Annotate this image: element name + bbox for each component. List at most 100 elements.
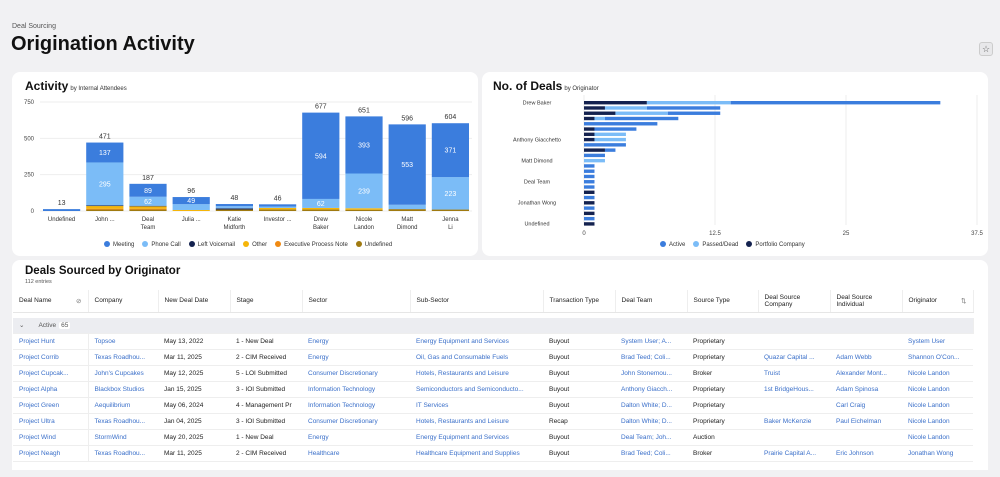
cell-sector[interactable]: Information Technology	[302, 397, 410, 414]
cell-deal-name[interactable]: Project Alpha	[13, 381, 89, 398]
legend-item[interactable]: Executive Process Note	[275, 241, 348, 248]
cell-deal-source-company[interactable]: Truist	[758, 365, 830, 382]
cell-sub-sector[interactable]: Energy Equipment and Services	[410, 429, 543, 446]
cell-company[interactable]: Aequilibrium	[88, 397, 158, 414]
legend-item[interactable]: Portfolio Company	[746, 241, 805, 248]
legend-item[interactable]: Undefined	[355, 241, 392, 248]
cell-deal-team[interactable]: John Stonemou...	[615, 365, 687, 382]
legend-label: Left Voicemail	[197, 242, 236, 248]
favorite-star-icon[interactable]: ☆	[979, 42, 993, 56]
cell-company[interactable]: Texas Roadhou...	[88, 445, 158, 462]
cell-sector[interactable]: Energy	[302, 429, 410, 446]
cell-deal-source-company[interactable]: Prairie Capital A...	[758, 445, 830, 462]
cell-sub-sector[interactable]: Healthcare Equipment and Supplies	[410, 445, 543, 462]
cell-deal-name[interactable]: Project Cupcak...	[13, 365, 89, 382]
sort-icon[interactable]: ⇅	[961, 297, 967, 305]
cell-deal-source-company[interactable]	[758, 429, 830, 446]
cell-originator[interactable]: Nicole Landon	[902, 429, 973, 446]
cell-sector[interactable]: Consumer Discretionary	[302, 365, 410, 382]
cell-company[interactable]: StormWind	[88, 429, 158, 446]
breadcrumb[interactable]: Deal Sourcing	[12, 23, 56, 30]
cell-deal-source-company[interactable]	[758, 397, 830, 414]
column-header[interactable]: Stage	[230, 290, 303, 313]
column-header[interactable]: New Deal Date	[158, 290, 231, 313]
column-header[interactable]: Originator ⇅	[902, 290, 974, 313]
cell-deal-team[interactable]: Dalton White; D...	[615, 413, 687, 430]
cell-deal-team[interactable]: Dalton White; D...	[615, 397, 687, 414]
cell-company[interactable]: John's Cupcakes	[88, 365, 158, 382]
table-row[interactable]: Project Wind StormWind May 20, 2025 1 - New…	[13, 429, 973, 446]
cell-deal-source-company[interactable]	[758, 333, 830, 350]
table-row[interactable]: Project Hunt Topsoe May 13, 2022 1 - New De…	[13, 333, 973, 350]
cell-sub-sector[interactable]: IT Services	[410, 397, 543, 414]
cell-deal-source-individual[interactable]: Adam Webb	[830, 349, 902, 366]
cell-deal-source-company[interactable]: Baker McKenzie	[758, 413, 830, 430]
cell-originator[interactable]: Jonathan Wong	[902, 445, 973, 462]
legend-item[interactable]: Meeting	[104, 241, 134, 248]
column-header[interactable]: Transaction Type	[543, 290, 616, 313]
column-header[interactable]: Sub-Sector	[410, 290, 544, 313]
table-row[interactable]: Project Cupcak... John's Cupcakes May 12, …	[13, 365, 973, 382]
cell-deal-team[interactable]: System User; A...	[615, 333, 687, 350]
cell-deal-name[interactable]: Project Green	[13, 397, 89, 414]
legend-item[interactable]: Left Voicemail	[188, 241, 236, 248]
cell-deal-source-individual[interactable]: Paul Eichelman	[830, 413, 902, 430]
cell-deal-source-company[interactable]: 1st BridgeHous...	[758, 381, 830, 398]
cell-deal-source-individual[interactable]: Alexander Mont...	[830, 365, 902, 382]
cell-sector[interactable]: Consumer Discretionary	[302, 413, 410, 430]
legend-item[interactable]: Phone Call	[142, 241, 181, 248]
legend-item[interactable]: Active	[660, 241, 685, 248]
cell-deal-name[interactable]: Project Ultra	[13, 413, 89, 430]
cell-deal-source-individual[interactable]: Eric Johnson	[830, 445, 902, 462]
column-header[interactable]: Deal Source Company	[758, 290, 831, 313]
group-row-active[interactable]: ⌄ Active 65	[13, 318, 974, 334]
cell-sub-sector[interactable]: Oil, Gas and Consumable Fuels	[410, 349, 543, 366]
cell-deal-source-individual[interactable]	[830, 429, 902, 446]
cell-deal-team[interactable]: Deal Team; Joh...	[615, 429, 687, 446]
cell-originator[interactable]: Shannon O'Con...	[902, 349, 973, 366]
cell-sector[interactable]: Healthcare	[302, 445, 410, 462]
cell-sub-sector[interactable]: Hotels, Restaurants and Leisure	[410, 365, 543, 382]
column-header[interactable]: Deal Name ⊘	[13, 290, 89, 313]
table-row[interactable]: Project Green Aequilibrium May 06, 2024 4 -…	[13, 397, 973, 414]
cell-deal-source-individual[interactable]: Adam Spinosa	[830, 381, 902, 398]
cell-deal-source-individual[interactable]: Carl Craig	[830, 397, 902, 414]
cell-sub-sector[interactable]: Semiconductors and Semiconducto...	[410, 381, 543, 398]
cell-originator[interactable]: Nicole Landon	[902, 365, 973, 382]
cell-sub-sector[interactable]: Energy Equipment and Services	[410, 333, 543, 350]
table-row[interactable]: Project Ultra Texas Roadhou... Jan 04, 202…	[13, 413, 973, 430]
table-row[interactable]: Project Neagh Texas Roadhou... Mar 11, 202…	[13, 445, 973, 462]
cell-sector[interactable]: Information Technology	[302, 381, 410, 398]
cell-company[interactable]: Blackbox Studios	[88, 381, 158, 398]
cell-originator[interactable]: System User	[902, 333, 973, 350]
cell-deal-team[interactable]: Brad Teed; Coli...	[615, 349, 687, 366]
column-header[interactable]: Source Type	[687, 290, 759, 313]
cell-sub-sector[interactable]: Hotels, Restaurants and Leisure	[410, 413, 543, 430]
table-row[interactable]: Project Alpha Blackbox Studios Jan 15, 202…	[13, 381, 973, 398]
column-header[interactable]: Sector	[302, 290, 411, 313]
cell-deal-team[interactable]: Anthony Giacch...	[615, 381, 687, 398]
column-settings-icon[interactable]: ⊘	[76, 297, 82, 305]
column-header[interactable]: Deal Source Individual	[830, 290, 903, 313]
column-header[interactable]: Company	[88, 290, 159, 313]
cell-deal-team[interactable]: Brad Teed; Coli...	[615, 445, 687, 462]
legend-item[interactable]: Passed/Dead	[693, 241, 738, 248]
cell-deal-name[interactable]: Project Hunt	[13, 333, 89, 350]
cell-deal-name[interactable]: Project Neagh	[13, 445, 89, 462]
table-row[interactable]: Project Corrib Texas Roadhou... Mar 11, 20…	[13, 349, 973, 366]
chevron-down-icon[interactable]: ⌄	[19, 322, 25, 330]
cell-originator[interactable]: Nicole Landon	[902, 381, 973, 398]
cell-originator[interactable]: Nicole Landon	[902, 413, 973, 430]
cell-deal-name[interactable]: Project Wind	[13, 429, 89, 446]
cell-sector[interactable]: Energy	[302, 349, 410, 366]
cell-company[interactable]: Texas Roadhou...	[88, 413, 158, 430]
legend-item[interactable]: Other	[243, 241, 267, 248]
cell-deal-name[interactable]: Project Corrib	[13, 349, 89, 366]
cell-deal-source-company[interactable]: Quazar Capital ...	[758, 349, 830, 366]
cell-company[interactable]: Texas Roadhou...	[88, 349, 158, 366]
cell-company[interactable]: Topsoe	[88, 333, 158, 350]
cell-originator[interactable]: Nicole Landon	[902, 397, 973, 414]
cell-deal-source-individual[interactable]	[830, 333, 902, 350]
cell-sector[interactable]: Energy	[302, 333, 410, 350]
column-header[interactable]: Deal Team	[615, 290, 688, 313]
